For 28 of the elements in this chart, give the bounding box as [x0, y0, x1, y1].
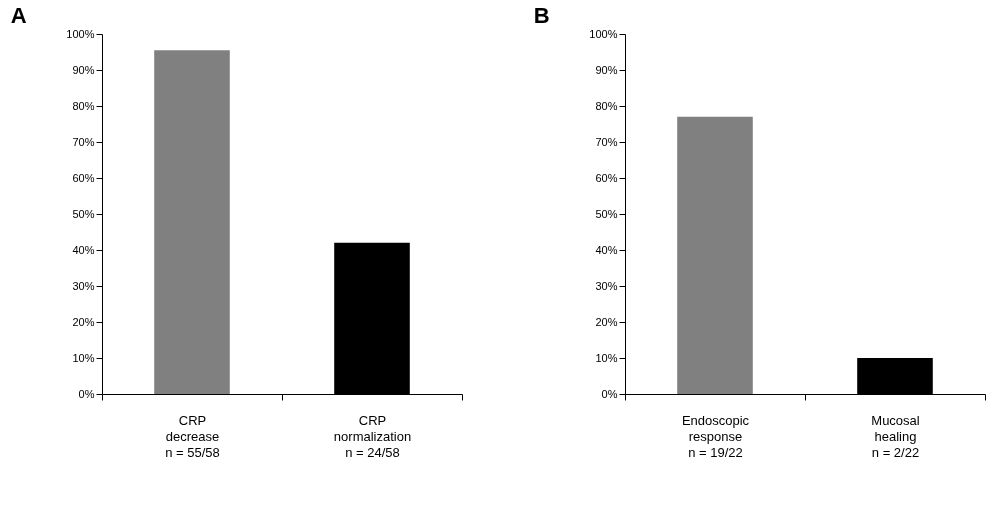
y-tick-label: 70%	[595, 135, 618, 148]
y-tick-label: 80%	[72, 99, 95, 112]
y-tick-label: 90%	[595, 63, 618, 76]
y-tick-label: 20%	[595, 315, 618, 328]
x-tick-label: Mucosal healing n = 2/22	[871, 412, 920, 460]
x-tick-label: CRP decrease n = 55/58	[165, 412, 220, 460]
y-tick-label: 70%	[72, 135, 95, 148]
y-tick-label: 20%	[72, 315, 95, 328]
y-tick-label: 40%	[595, 243, 618, 256]
y-tick-label: 50%	[72, 207, 95, 220]
y-tick-label: 100%	[589, 27, 618, 40]
y-tick-label: 60%	[72, 171, 95, 184]
y-tick-label: 30%	[72, 279, 95, 292]
x-tick-label: Endoscopic response n = 19/22	[681, 412, 750, 460]
x-tick-label: CRP normalization n = 24/58	[333, 412, 412, 460]
y-tick-label: 10%	[595, 351, 618, 364]
y-tick-label: 90%	[72, 63, 95, 76]
y-tick-label: 30%	[595, 279, 618, 292]
y-tick-label: 50%	[595, 207, 618, 220]
y-tick-label: 60%	[595, 171, 618, 184]
y-tick-label: 0%	[601, 387, 618, 400]
chart-title: B	[533, 3, 550, 28]
y-tick-label: 80%	[595, 99, 618, 112]
y-tick-label: 0%	[78, 387, 95, 400]
y-tick-label: 100%	[66, 27, 95, 40]
y-tick-label: 10%	[72, 351, 95, 364]
y-tick-label: 40%	[72, 243, 95, 256]
chart-title: A	[10, 3, 27, 28]
